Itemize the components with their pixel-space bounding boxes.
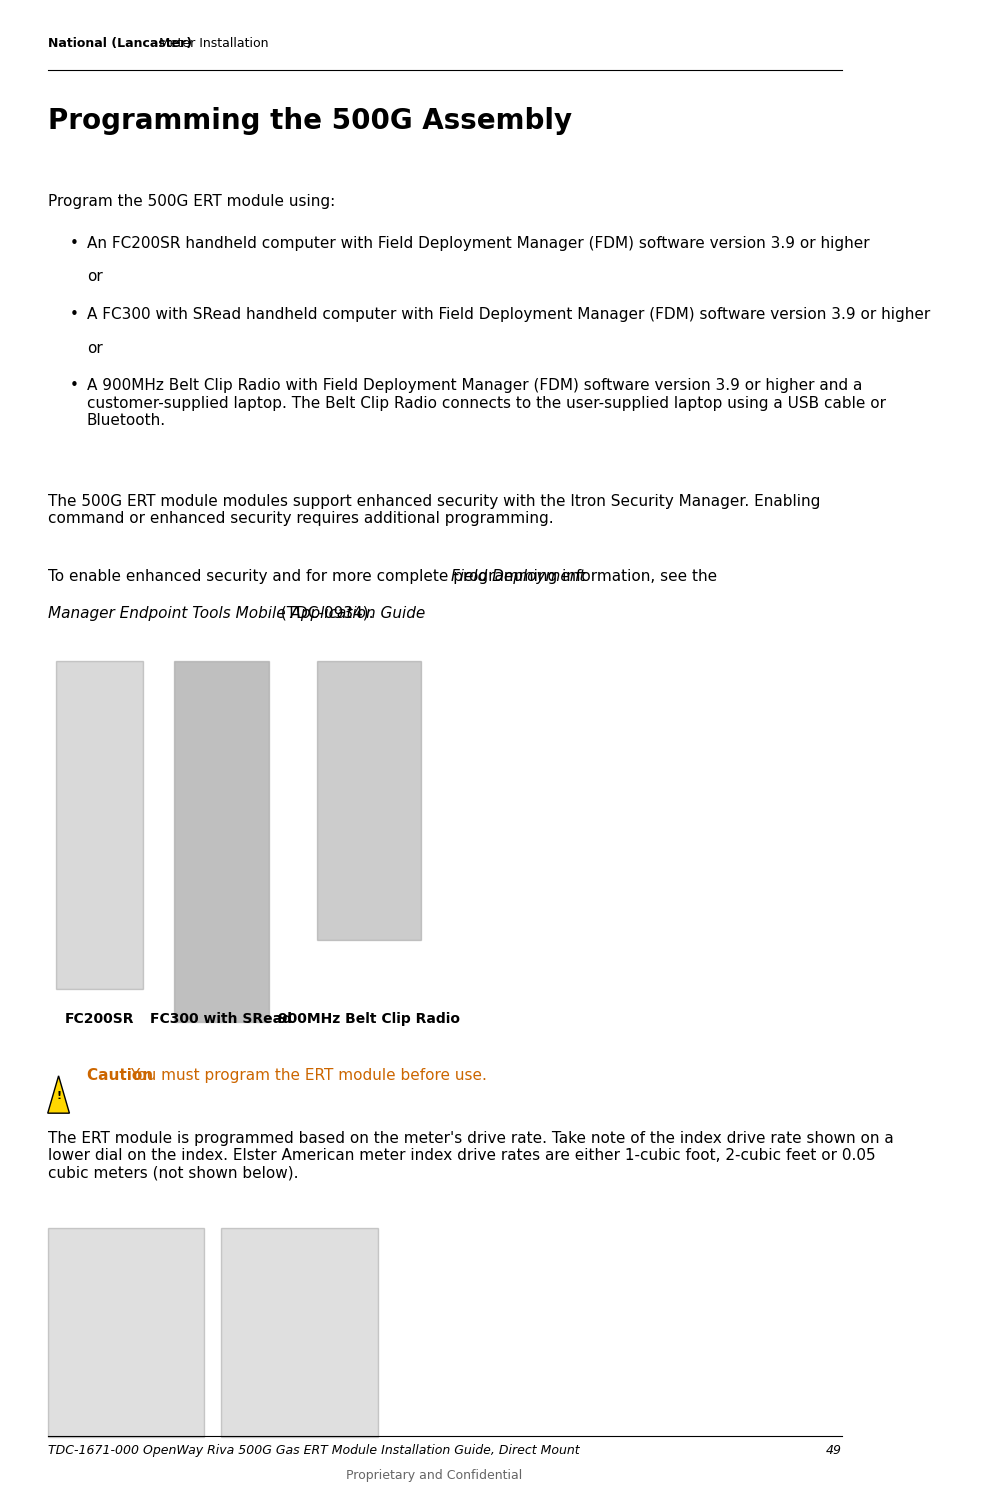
Text: •: • bbox=[70, 378, 79, 393]
Text: FC200SR: FC200SR bbox=[66, 1012, 134, 1026]
Text: or: or bbox=[87, 270, 103, 285]
Text: Meter Installation: Meter Installation bbox=[155, 37, 269, 51]
Text: or: or bbox=[87, 340, 103, 355]
Text: 900MHz Belt Clip Radio: 900MHz Belt Clip Radio bbox=[278, 1012, 460, 1026]
Text: Field Deployment: Field Deployment bbox=[452, 569, 586, 584]
Text: •: • bbox=[70, 308, 79, 322]
Text: National (Lancaster): National (Lancaster) bbox=[47, 37, 192, 51]
Bar bbox=[47, 1229, 204, 1438]
Text: FC300 with SRead: FC300 with SRead bbox=[150, 1012, 292, 1026]
Text: Proprietary and Confidential: Proprietary and Confidential bbox=[346, 1469, 522, 1483]
Text: 49: 49 bbox=[826, 1444, 842, 1457]
Bar bbox=[222, 1229, 378, 1438]
Text: (TDC-0934).: (TDC-0934). bbox=[276, 606, 374, 621]
Text: !: ! bbox=[56, 1091, 61, 1102]
Bar bbox=[56, 661, 143, 990]
Text: The 500G ERT module modules support enhanced security with the Itron Security Ma: The 500G ERT module modules support enha… bbox=[47, 494, 821, 527]
Text: Program the 500G ERT module using:: Program the 500G ERT module using: bbox=[47, 194, 335, 209]
Text: TDC-1671-000 OpenWay Riva 500G Gas ERT Module Installation Guide, Direct Mount: TDC-1671-000 OpenWay Riva 500G Gas ERT M… bbox=[47, 1444, 580, 1457]
Text: The ERT module is programmed based on the meter's drive rate. Take note of the i: The ERT module is programmed based on th… bbox=[47, 1132, 893, 1181]
Bar bbox=[173, 661, 269, 1023]
Text: Programming the 500G Assembly: Programming the 500G Assembly bbox=[47, 107, 572, 136]
Text: Manager Endpoint Tools Mobile Application Guide: Manager Endpoint Tools Mobile Applicatio… bbox=[47, 606, 425, 621]
Text: A FC300 with SRead handheld computer with Field Deployment Manager (FDM) softwar: A FC300 with SRead handheld computer wit… bbox=[87, 308, 930, 322]
Bar bbox=[317, 661, 421, 941]
Text: You must program the ERT module before use.: You must program the ERT module before u… bbox=[130, 1069, 488, 1084]
Text: Caution: Caution bbox=[87, 1069, 163, 1084]
Polygon shape bbox=[47, 1076, 70, 1114]
Text: A 900MHz Belt Clip Radio with Field Deployment Manager (FDM) software version 3.: A 900MHz Belt Clip Radio with Field Depl… bbox=[87, 378, 886, 428]
Text: •: • bbox=[70, 236, 79, 251]
Text: To enable enhanced security and for more complete programming information, see t: To enable enhanced security and for more… bbox=[47, 569, 722, 584]
Text: An FC200SR handheld computer with Field Deployment Manager (FDM) software versio: An FC200SR handheld computer with Field … bbox=[87, 236, 870, 251]
